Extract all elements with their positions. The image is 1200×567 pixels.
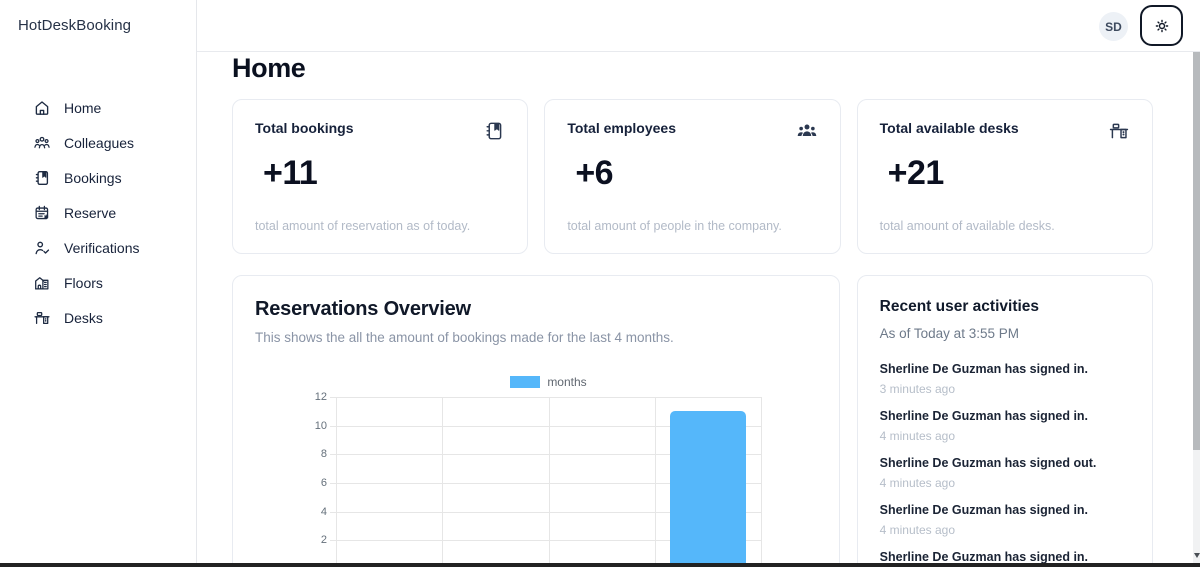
activity-item: Sherline De Guzman has signed in. 4 minu…	[880, 550, 1130, 567]
stat-card-total-employees: Total employees +6 total amount of peopl…	[544, 99, 841, 254]
sidebar-item-floors[interactable]: Floors	[0, 265, 196, 300]
activity-item: Sherline De Guzman has signed in. 3 minu…	[880, 362, 1130, 396]
sidebar: HotDeskBooking Home Colleagues Bookings	[0, 0, 197, 567]
chart-gridline	[330, 397, 761, 398]
legend-label: months	[547, 375, 587, 389]
reserve-icon	[33, 204, 51, 222]
activity-text: Sherline De Guzman has signed in.	[879, 503, 1089, 517]
chart-ytick-label: 2	[320, 534, 327, 547]
stat-value: +11	[263, 154, 318, 192]
stat-subtitle: total amount of people in the company.	[567, 219, 782, 233]
chart-vertical-gridline	[548, 397, 550, 567]
activity-text: Sherline De Guzman has signed in.	[879, 409, 1089, 423]
activity-text: Sherline De Guzman has signed in.	[879, 550, 1089, 564]
stat-value: +6	[575, 154, 614, 192]
vertical-scrollbar[interactable]	[1193, 52, 1200, 563]
window-bottom-edge	[0, 563, 1200, 567]
sidebar-item-verifications[interactable]: Verifications	[0, 230, 196, 265]
activity-time: 3 minutes ago	[879, 382, 956, 396]
colleagues-icon	[33, 134, 51, 152]
activity-time: 4 minutes ago	[879, 476, 956, 490]
sidebar-item-home[interactable]: Home	[0, 90, 196, 125]
activity-time: 4 minutes ago	[879, 429, 956, 443]
theme-toggle-button[interactable]	[1140, 5, 1183, 46]
topbar: SD	[197, 0, 1200, 52]
desk-icon	[1108, 120, 1130, 142]
verifications-icon	[33, 239, 51, 257]
stat-card-header: Total available desks	[880, 120, 1130, 142]
chart-gridline	[330, 483, 761, 484]
bookings-icon	[483, 120, 505, 142]
sidebar-item-label: Verifications	[64, 239, 140, 256]
home-icon	[33, 99, 51, 117]
chart-ytick-label: 4	[320, 505, 327, 518]
activity-item: Sherline De Guzman has signed in. 4 minu…	[880, 503, 1130, 537]
chart-ytick-label: 8	[320, 448, 327, 461]
chart-legend: months	[336, 375, 761, 389]
sidebar-item-reserve[interactable]: Reserve	[0, 195, 196, 230]
stat-title: Total bookings	[255, 120, 354, 136]
stat-card-header: Total bookings	[255, 120, 505, 142]
desks-icon	[33, 309, 51, 327]
chart-ytick-label: 10	[314, 419, 327, 432]
employees-icon	[796, 120, 818, 142]
sidebar-item-label: Floors	[64, 274, 103, 291]
legend-swatch	[510, 376, 541, 388]
chart-bar	[669, 411, 746, 567]
sidebar-item-label: Desks	[64, 309, 103, 326]
main-content: Home Total bookings +11 total amount of …	[197, 52, 1200, 567]
sun-icon	[1152, 16, 1172, 36]
reservations-overview-card: Reservations Overview This shows the all…	[232, 275, 840, 567]
stat-subtitle: total amount of available desks.	[879, 219, 1055, 233]
chart-vertical-gridline	[654, 397, 656, 567]
user-avatar[interactable]: SD	[1099, 12, 1128, 41]
reservations-overview-title: Reservations Overview	[255, 298, 471, 320]
stat-card-header: Total employees	[567, 120, 817, 142]
activity-time: 4 minutes ago	[879, 523, 956, 537]
chart-gridline	[330, 511, 761, 513]
reservations-overview-subtitle: This shows the all the amount of booking…	[255, 330, 674, 345]
sidebar-item-bookings[interactable]: Bookings	[0, 160, 196, 195]
recent-activities-card: Recent user activities As of Today at 3:…	[856, 275, 1153, 567]
chart-vertical-gridline	[761, 397, 762, 567]
floors-icon	[33, 274, 51, 292]
activity-list: Sherline De Guzman has signed in. 3 minu…	[880, 362, 1130, 567]
chart-gridline	[330, 454, 761, 456]
bar-chart-plot	[330, 397, 762, 567]
stat-value: +21	[887, 154, 945, 192]
sidebar-item-desks[interactable]: Desks	[0, 300, 196, 335]
activity-item: Sherline De Guzman has signed out. 4 min…	[880, 456, 1130, 490]
brand-title[interactable]: HotDeskBooking	[18, 17, 132, 34]
recent-activities-as-of: As of Today at 3:55 PM	[879, 326, 1019, 341]
chart-ytick-label: 12	[314, 391, 327, 403]
stat-card-total-available-desks: Total available desks +21 total amount o…	[856, 99, 1153, 254]
stats-row: Total bookings +11 total amount of reser…	[232, 99, 1153, 254]
stat-subtitle: total amount of reservation as of today.	[255, 219, 471, 233]
sidebar-item-colleagues[interactable]: Colleagues	[0, 125, 196, 160]
chart-ytick-label: 6	[320, 477, 327, 489]
sidebar-item-label: Bookings	[64, 169, 122, 186]
activity-item: Sherline De Guzman has signed in. 4 minu…	[880, 409, 1130, 443]
chart-gridline	[330, 425, 761, 427]
bar-chart-ylabels: 121086420	[233, 391, 327, 567]
activity-text: Sherline De Guzman has signed in.	[879, 362, 1089, 376]
sidebar-nav: Home Colleagues Bookings Reserve	[0, 90, 196, 335]
sidebar-item-label: Colleagues	[64, 134, 135, 151]
chart-vertical-gridline	[442, 397, 444, 567]
bottom-row: Reservations Overview This shows the all…	[232, 275, 1153, 567]
stat-title: Total available desks	[879, 120, 1019, 136]
scrollbar-thumb[interactable]	[1193, 52, 1200, 450]
stat-card-total-bookings: Total bookings +11 total amount of reser…	[232, 99, 529, 254]
activity-text: Sherline De Guzman has signed out.	[879, 456, 1097, 470]
scrollbar-down-arrow-icon[interactable]	[1193, 553, 1200, 558]
sidebar-item-label: Reserve	[64, 204, 117, 221]
chart-vertical-gridline	[336, 397, 337, 567]
sidebar-item-label: Home	[64, 99, 102, 116]
chart-gridline	[330, 540, 761, 542]
bookings-icon	[33, 169, 51, 187]
recent-activities-title: Recent user activities	[879, 298, 1040, 315]
page-title: Home	[232, 53, 306, 83]
stat-title: Total employees	[567, 120, 676, 136]
